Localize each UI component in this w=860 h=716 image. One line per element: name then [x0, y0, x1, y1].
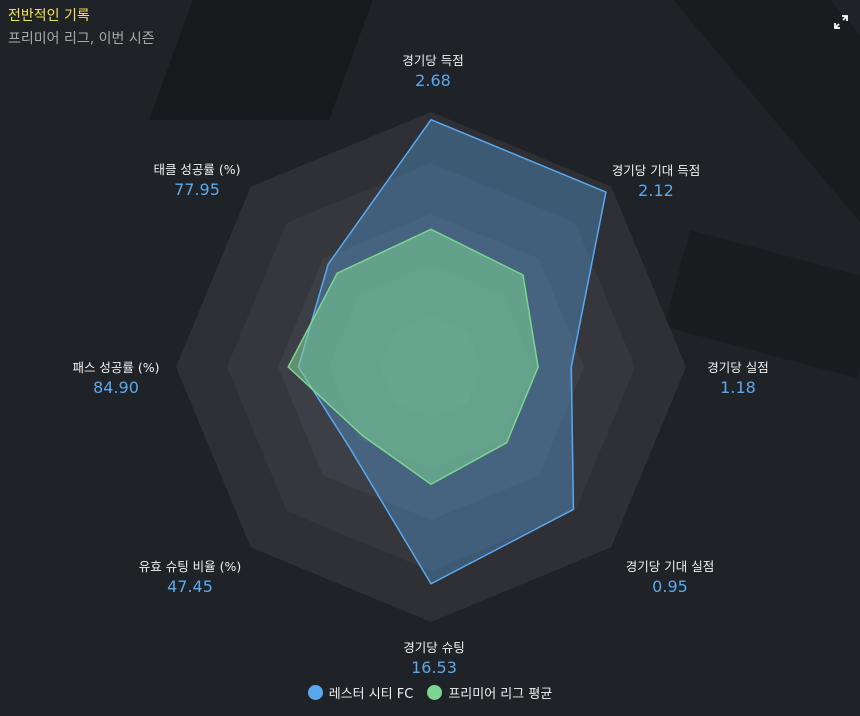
legend-dot	[307, 685, 323, 700]
axis-value: 47.45	[167, 577, 213, 596]
legend-label: 레스터 시티 FC	[328, 687, 414, 702]
axis-value: 77.95	[174, 180, 220, 199]
expand-icon[interactable]	[834, 14, 848, 29]
axis-label: 경기당 슈팅 16.53	[403, 637, 464, 677]
axis-label: 패스 성공률 (%) 84.90	[72, 357, 159, 397]
axis-value: 0.95	[652, 577, 688, 596]
axis-value: 1.18	[720, 378, 756, 397]
legend: 레스터 시티 FC 프리미어 리그 평균	[0, 683, 860, 702]
axis-label: 태클 성공률 (%) 77.95	[153, 159, 240, 199]
legend-item-league[interactable]: 프리미어 리그 평균	[427, 683, 552, 702]
axis-name: 유효 슈팅 비율 (%)	[138, 559, 242, 574]
axis-value: 2.68	[415, 71, 451, 90]
axis-name: 패스 성공률 (%)	[72, 360, 160, 375]
axis-label: 경기당 실점 1.18	[707, 357, 768, 397]
axis-label: 유효 슈팅 비율 (%) 47.45	[139, 556, 242, 596]
axis-value: 16.53	[411, 658, 457, 677]
axis-label: 경기당 득점 2.68	[402, 50, 463, 90]
axis-label: 경기당 기대 득점 2.12	[612, 160, 700, 200]
chart-subtitle: 프리미어 리그, 이번 시즌	[8, 31, 155, 47]
axis-label: 경기당 기대 실점 0.95	[626, 556, 714, 596]
axis-value: 2.12	[638, 181, 674, 200]
legend-dot	[427, 685, 443, 700]
axis-name: 경기당 득점	[402, 53, 464, 68]
series-area-league[interactable]	[287, 228, 539, 486]
axis-name: 경기당 기대 득점	[611, 163, 701, 178]
axis-name: 경기당 슈팅	[403, 640, 465, 655]
axis-name: 경기당 기대 실점	[625, 559, 715, 574]
legend-label: 프리미어 리그 평균	[448, 687, 553, 702]
axis-name: 경기당 실점	[707, 360, 769, 375]
axis-value: 84.90	[93, 378, 139, 397]
chart-title: 전반적인 기록	[8, 8, 90, 24]
legend-item-team[interactable]: 레스터 시티 FC	[307, 683, 414, 702]
axis-name: 태클 성공률 (%)	[153, 162, 241, 177]
